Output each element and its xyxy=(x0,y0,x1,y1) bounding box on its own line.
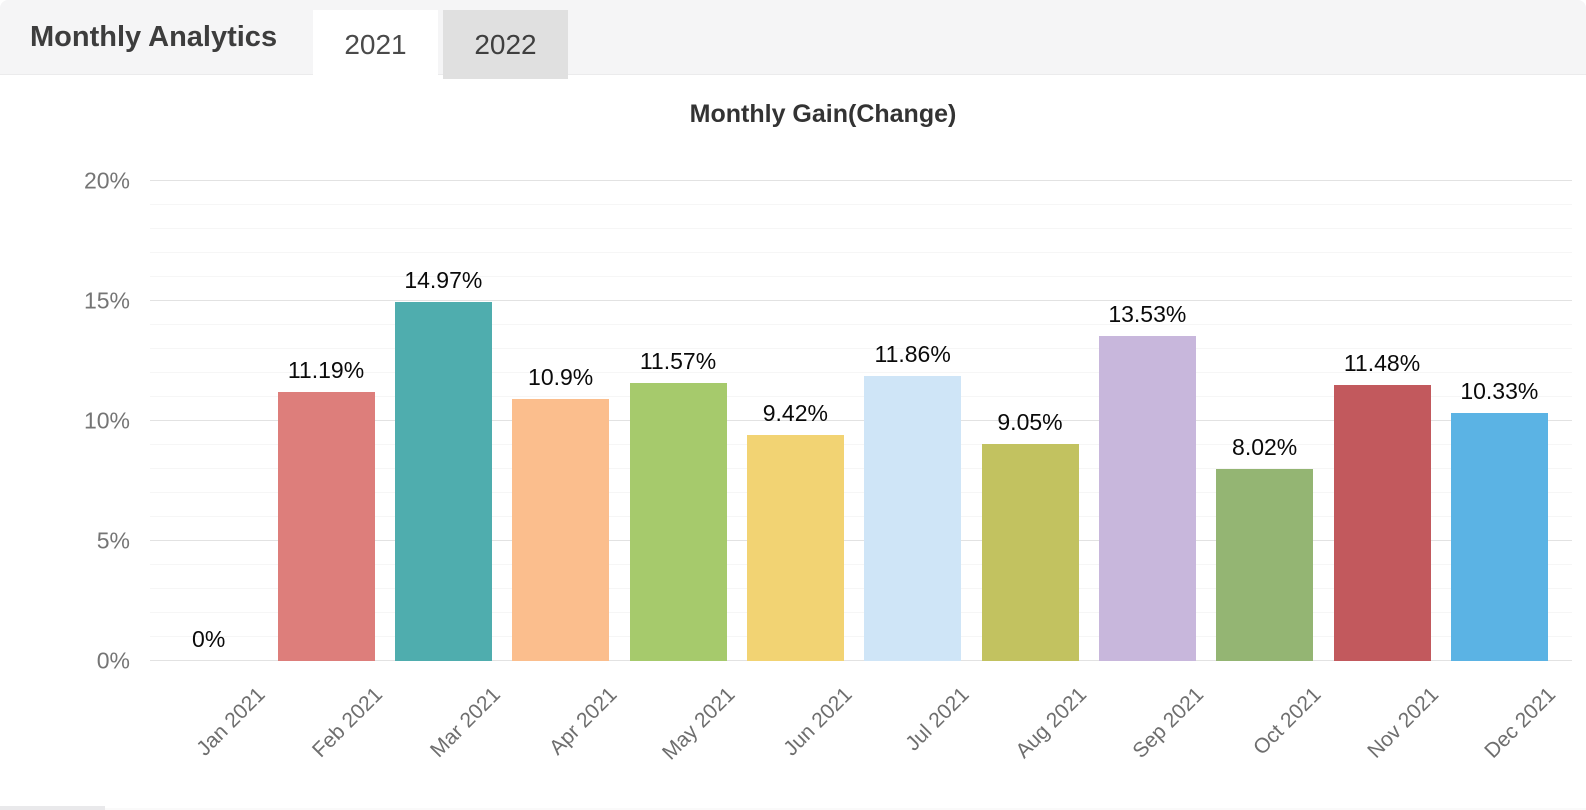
year-tabs: 2021 2022 xyxy=(313,10,568,79)
x-axis-label: Jan 2021 xyxy=(192,683,270,761)
bar-dec-2021[interactable] xyxy=(1450,413,1548,661)
tab-2021[interactable]: 2021 xyxy=(313,10,438,79)
y-axis-label: 20% xyxy=(83,167,130,194)
gridline xyxy=(150,588,1573,589)
x-axis-label: Dec 2021 xyxy=(1480,683,1561,763)
x-axis-label: Mar 2021 xyxy=(425,683,505,762)
gridline xyxy=(150,228,1573,229)
bar-value-label: 9.42% xyxy=(762,399,828,426)
next-section-edge xyxy=(0,806,105,810)
bar-mar-2021[interactable] xyxy=(394,301,492,661)
gridline xyxy=(150,372,1573,373)
bar-value-label: 13.53% xyxy=(1108,301,1187,328)
bar-value-label: 0% xyxy=(192,626,226,652)
gridline xyxy=(150,516,1573,517)
x-axis-label: Apr 2021 xyxy=(545,683,622,760)
gridline xyxy=(150,492,1573,493)
panel-bottom-divider xyxy=(0,808,1586,810)
y-axis-label: 0% xyxy=(96,647,130,674)
bar-value-label: 10.9% xyxy=(528,364,594,391)
bar-aug-2021[interactable] xyxy=(981,443,1079,661)
gridline xyxy=(150,540,1573,541)
gridline xyxy=(150,204,1573,205)
bar-oct-2021[interactable] xyxy=(1216,468,1314,661)
bar-value-label: 8.02% xyxy=(1232,433,1298,460)
bar-value-label: 10.33% xyxy=(1460,378,1539,405)
bar-may-2021[interactable] xyxy=(629,383,727,661)
bar-value-label: 11.19% xyxy=(287,357,365,384)
y-axis-label: 5% xyxy=(96,527,130,554)
gridline xyxy=(150,396,1573,397)
bar-value-label: 11.48% xyxy=(1343,350,1421,377)
gridline xyxy=(150,276,1573,277)
chart-title: Monthly Gain(Change) xyxy=(689,100,957,128)
x-axis-label: Sep 2021 xyxy=(1128,683,1209,763)
bar-value-label: 14.97% xyxy=(404,266,483,293)
bar-value-label: 9.05% xyxy=(997,408,1063,435)
x-axis: Jan 2021 Feb 2021 Mar 2021 Apr 2021 May 2021… xyxy=(150,661,1561,791)
bar-jun-2021[interactable] xyxy=(746,434,844,661)
gridline xyxy=(150,636,1573,637)
x-axis-label: Nov 2021 xyxy=(1363,683,1444,763)
bar-apr-2021[interactable] xyxy=(512,399,610,661)
gridline xyxy=(150,468,1573,469)
bar-value-label: 11.86% xyxy=(874,341,951,368)
gridline xyxy=(150,420,1573,421)
tab-2022[interactable]: 2022 xyxy=(443,10,568,79)
x-axis-label: Aug 2021 xyxy=(1011,683,1092,763)
page-title: Monthly Analytics xyxy=(30,21,278,53)
y-axis-label: 15% xyxy=(83,287,130,314)
gridline xyxy=(150,564,1573,565)
bar-nov-2021[interactable] xyxy=(1333,385,1431,661)
gridline xyxy=(150,612,1573,613)
gridline xyxy=(150,300,1573,301)
gridline xyxy=(150,348,1573,349)
bar-feb-2021[interactable] xyxy=(277,392,375,661)
gridline xyxy=(150,444,1573,445)
y-axis-label: 10% xyxy=(83,407,130,434)
gridline xyxy=(150,324,1573,325)
x-axis-label: Jun 2021 xyxy=(779,683,857,761)
x-axis-label: Feb 2021 xyxy=(308,683,388,763)
bar-chart-plot-area: 0% 11.19% 14.97% 10.9% 11.57% 9.42% 11.86% 9.05… xyxy=(150,180,1573,661)
bar-sep-2021[interactable] xyxy=(1098,336,1196,661)
x-axis-label: May 2021 xyxy=(657,683,740,765)
x-axis-label: Jul 2021 xyxy=(901,683,974,756)
bar-value-label: 11.57% xyxy=(639,348,717,375)
gridline xyxy=(150,252,1573,253)
bar-jul-2021[interactable] xyxy=(864,376,962,661)
panel-header: Monthly Analytics 2021 2022 xyxy=(0,0,1586,79)
x-axis-label: Oct 2021 xyxy=(1249,683,1326,760)
gridline xyxy=(150,180,1573,181)
y-axis: 0% 5% 10% 15% 20% xyxy=(0,168,140,674)
gridline xyxy=(150,660,1573,661)
